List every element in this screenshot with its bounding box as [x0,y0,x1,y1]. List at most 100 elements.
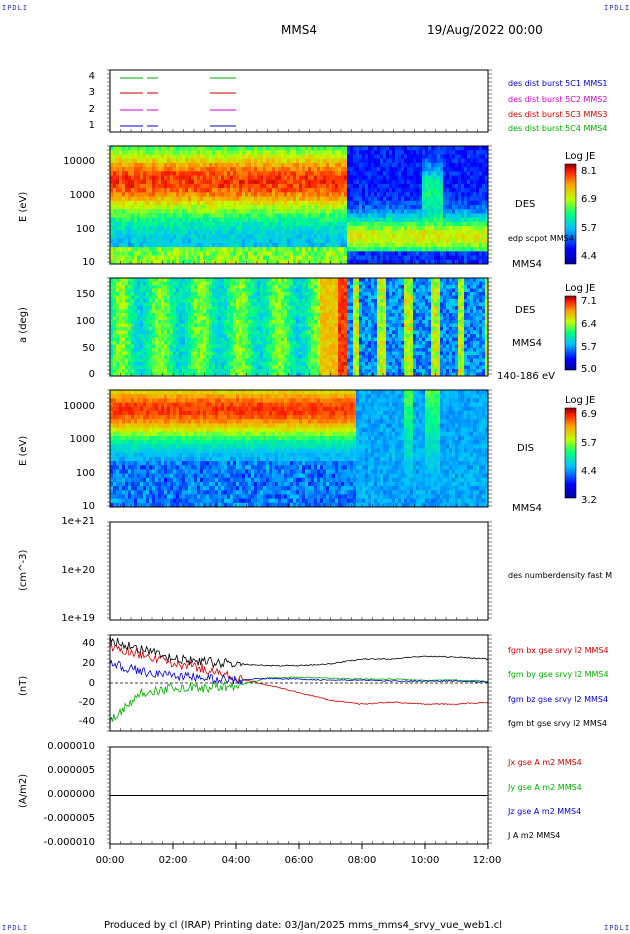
des-pitch-cell [263,295,267,300]
des-energy-cell [152,188,156,193]
des-energy-cell [248,209,252,214]
des-pitch-cell [209,351,213,356]
des-energy-cell [110,251,114,256]
des-energy-cell [272,146,276,151]
des-energy-cell [485,213,489,219]
des-energy-cell [356,209,360,214]
des-energy-cell [236,242,240,248]
des-energy-cell [224,175,228,181]
des-pitch-cell [170,313,174,317]
des-energy-cell [410,255,414,261]
des-pitch-cell [155,344,159,349]
des-energy-cell [275,188,279,193]
des-pitch-cell [185,299,189,303]
des-energy-cell [122,171,126,176]
des-energy-cell [236,146,240,151]
des-energy-cell [392,192,396,197]
des-pitch-cell [131,288,135,293]
des-pitch-cell [134,327,138,331]
des-pitch-cell [191,316,195,321]
des-pitch-cell [233,369,237,373]
des-energy-cell [134,162,138,168]
des-energy-cell [266,247,270,252]
des-pitch-cell [212,372,216,377]
des-pitch-cell [215,323,219,328]
des-energy-cell [371,230,375,235]
des-energy-cell [110,238,114,244]
des-energy-cell [146,183,150,189]
des-energy-cell [224,247,228,252]
des-pitch-cell [173,306,177,310]
des-pitch-cell [215,316,219,321]
des-pitch-cell [260,295,264,300]
des-pitch-cell [239,351,243,356]
des-pitch-cell [125,306,129,310]
des-energy-cell [383,221,387,227]
des-pitch-cell [140,295,144,300]
des-energy-cell [248,251,252,256]
des-pitch-cell [185,323,189,328]
des-energy-cell [194,242,198,248]
des-energy-cell [149,217,153,223]
des-pitch-cell [242,372,246,377]
des-energy-cell [278,183,282,189]
des-pitch-cell [206,362,210,366]
des-pitch-cell [158,334,162,338]
des-pitch-cell [245,316,249,321]
des-energy-cell [401,183,405,189]
des-energy-cell [125,217,129,223]
des-energy-cell [161,213,165,219]
des-energy-cell [155,209,159,214]
des-energy-cell [149,247,153,252]
des-energy-cell [374,196,378,202]
des-pitch-cell [224,369,228,373]
des-energy-cell [209,221,213,227]
des-energy-cell [308,188,312,193]
des-pitch-cell [221,365,225,370]
des-energy-cell [245,146,249,151]
des-energy-cell [458,175,462,181]
des-pitch-cell [167,302,171,307]
des-energy-cell [395,205,399,210]
des-energy-cell [473,158,477,164]
des-energy-cell [395,192,399,197]
des-energy-cell [383,205,387,210]
des-energy-cell [209,230,213,235]
des-energy-cell [182,221,186,227]
des-pitch-cell [143,281,147,286]
des-energy-cell [257,154,261,160]
des-energy-cell [251,226,255,231]
des-energy-cell [362,213,366,219]
des-energy-cell [410,158,414,164]
des-energy-cell [164,183,168,189]
des-pitch-cell [146,348,150,352]
des-pitch-cell [209,292,213,296]
des-pitch-cell [200,362,204,366]
des-energy-cell [152,146,156,151]
des-energy-cell [116,188,120,193]
des-energy-cell [446,162,450,168]
des-energy-cell [299,217,303,223]
des-energy-cell [341,217,345,223]
des-energy-cell [161,200,165,206]
des-energy-cell [479,247,483,252]
des-energy-cell [482,171,486,176]
des-energy-cell [266,217,270,223]
des-energy-cell [374,146,378,151]
des-energy-cell [227,255,231,261]
des-energy-cell [254,238,258,244]
des-energy-cell [365,226,369,231]
des-energy-cell [473,213,477,219]
des-pitch-cell [233,320,237,324]
des-energy-cell [248,230,252,235]
des-pitch-cell [221,341,225,345]
des-pitch-cell [257,365,261,370]
des-energy-cell [143,188,147,193]
des-energy-cell [485,234,489,240]
des-pitch-cell [203,330,207,335]
des-energy-cell [218,192,222,197]
des-pitch-cell [263,285,267,289]
des-energy-cell [362,259,366,265]
des-energy-cell [329,213,333,219]
des-pitch-cell [170,299,174,303]
